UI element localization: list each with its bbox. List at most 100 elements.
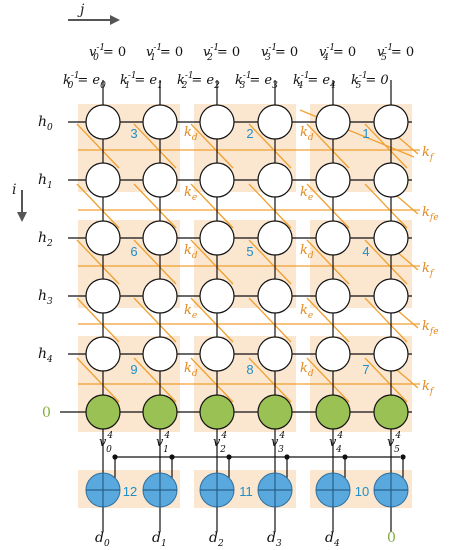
green-node [85, 394, 121, 430]
right-k-label: kfe [422, 205, 439, 223]
top-v-label: v-1 2 = 0 [203, 43, 240, 63]
diagonal-link [364, 297, 408, 343]
v-output-label: v4 2 [213, 431, 227, 455]
pe-node [257, 162, 293, 198]
cell-number: 9 [130, 362, 137, 377]
junction-dot [226, 454, 232, 460]
diagonal-link [364, 357, 408, 403]
diagonal-link [76, 239, 120, 285]
row-label: h3 [38, 288, 53, 307]
right-k-label: kf [422, 379, 435, 397]
pe-node [199, 278, 235, 314]
v-output-label: v4 5 [387, 431, 401, 455]
diagonal-link [190, 123, 234, 169]
pe-node [199, 104, 235, 140]
diagonal-link [133, 123, 177, 169]
top-v-label: v-1 5 = 0 [377, 43, 414, 63]
cell-number: 5 [246, 244, 253, 259]
inner-k-label: ke [300, 303, 313, 321]
pe-node [373, 278, 409, 314]
axis-label-i: i [12, 182, 16, 198]
pe-node [142, 104, 178, 140]
pe-node [142, 278, 178, 314]
pe-node [85, 220, 121, 256]
inner-k-label: kd [300, 361, 314, 379]
pe-node [85, 104, 121, 140]
d-output-label: d1 [152, 530, 167, 549]
pe-node [85, 336, 121, 372]
v-output-label: v4 4 [329, 431, 343, 455]
pe-node [315, 220, 351, 256]
inner-k-label: kd [184, 361, 198, 379]
pe-node [373, 162, 409, 198]
cell-number: 8 [246, 362, 253, 377]
top-v-label: v-1 3 = 0 [261, 43, 298, 63]
green-node [315, 394, 351, 430]
cell-number: 6 [130, 244, 137, 259]
top-k-label: k-1 2 = e2 [177, 71, 220, 91]
green-node [257, 394, 293, 430]
pe-node [199, 162, 235, 198]
inner-k-label: ke [184, 185, 197, 203]
green-node [199, 394, 235, 430]
pe-node [85, 162, 121, 198]
pe-node [373, 220, 409, 256]
cell-number: 1 [362, 126, 369, 141]
diagonal-link [76, 123, 120, 169]
right-k-label: kfe [422, 319, 439, 337]
pe-node [199, 220, 235, 256]
cell-number: 3 [130, 126, 137, 141]
top-v-label: v-1 0 = 0 [89, 43, 126, 63]
diagonal-link [248, 297, 292, 343]
diagonal-link [76, 297, 120, 343]
junction-dot [169, 454, 175, 460]
inner-k-label: kd [300, 243, 314, 261]
inner-k-label: ke [184, 303, 197, 321]
v-output-label: v4 1 [156, 431, 170, 455]
pe-node [373, 104, 409, 140]
diagonal-link [248, 239, 292, 285]
v-output-label: v4 3 [271, 431, 285, 455]
cell-number: 4 [362, 244, 369, 259]
top-k-label: k-1 3 = e3 [235, 71, 278, 91]
cell-number: 11 [239, 484, 253, 499]
inner-k-label: kd [184, 125, 198, 143]
pe-node [373, 336, 409, 372]
junction-dot [342, 454, 348, 460]
right-k-label: kf [422, 261, 435, 279]
pe-node [142, 162, 178, 198]
pe-node [142, 220, 178, 256]
pe-node [257, 104, 293, 140]
diagonal-link [364, 183, 408, 229]
diagonal-link [306, 239, 350, 285]
top-k-label: k-1 1 = e1 [120, 71, 163, 91]
pe-node [85, 278, 121, 314]
top-k-label: k-1 5 = 0 [351, 71, 389, 91]
diagonal-link [76, 183, 120, 229]
pe-node [315, 336, 351, 372]
cell-number: 10 [355, 484, 369, 499]
d-output-label: d3 [267, 530, 282, 549]
green-node [373, 394, 409, 430]
d-output-label: d4 [325, 530, 340, 549]
row-label: h4 [38, 346, 53, 365]
green-row-label: 0 [42, 405, 51, 421]
diagonal-link [248, 183, 292, 229]
inner-k-label: kd [184, 243, 198, 261]
green-node [142, 394, 178, 430]
diagonal-link [133, 297, 177, 343]
diagonal-link [133, 183, 177, 229]
inner-k-label: kd [300, 125, 314, 143]
diagonal-link [190, 183, 234, 229]
right-k-label: kf [422, 145, 435, 163]
diagonal-link [248, 357, 292, 403]
junction-dot [112, 454, 118, 460]
pe-node [315, 278, 351, 314]
diagonal-link [76, 357, 120, 403]
pe-node [315, 104, 351, 140]
junction-dot [284, 454, 290, 460]
pe-node [257, 220, 293, 256]
pe-node [257, 336, 293, 372]
row-label: h0 [38, 114, 53, 133]
pe-node [315, 162, 351, 198]
